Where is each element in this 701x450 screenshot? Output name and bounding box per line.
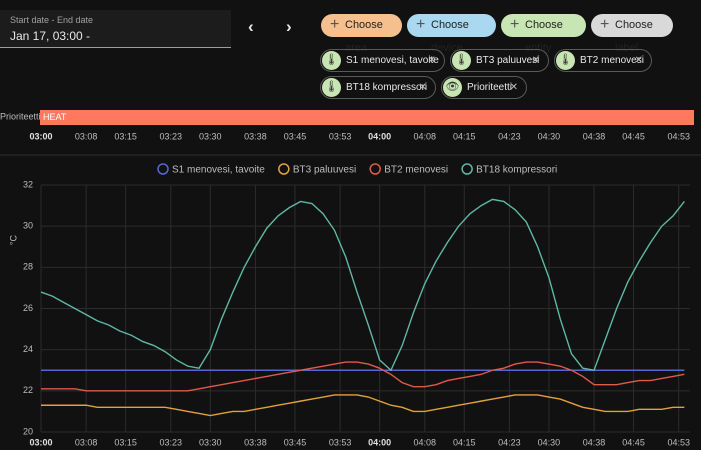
timeline-tick-label: 04:00 [368, 131, 391, 141]
entity-chip[interactable]: 🌡 S1 menovesi, tavoite ✕ [320, 49, 445, 72]
chip-icon: 🌡 [452, 51, 471, 70]
date-picker[interactable]: Start date - End date Jan 17, 03:00 - [0, 10, 231, 48]
timeline-tick-label: 03:08 [75, 131, 98, 141]
chip-remove[interactable]: ✕ [509, 82, 518, 93]
chip-label: BT3 paluuvesi [476, 55, 540, 66]
legend-swatch [369, 163, 381, 175]
choose-area[interactable]: Choose area [321, 13, 402, 54]
timeline-tick-label: 04:23 [498, 131, 521, 141]
choose-entity[interactable]: Choose entity [501, 13, 586, 54]
x-tick-label: 03:38 [244, 437, 267, 447]
timeline-tick-label: 03:15 [114, 131, 137, 141]
x-tick-label: 04:15 [453, 437, 476, 447]
timeline-tick-label: 03:23 [160, 131, 183, 141]
x-tick-label: 04:00 [368, 437, 391, 447]
y-tick-label: 26 [23, 303, 33, 313]
timeline-tick-label: 04:45 [622, 131, 645, 141]
timeline-tick-label: 04:08 [413, 131, 436, 141]
y-tick-label: 22 [23, 385, 33, 395]
timeline-tick-label: 04:15 [453, 131, 476, 141]
legend-label: BT18 kompressori [476, 165, 557, 176]
timeline-tick-label: 03:38 [244, 131, 267, 141]
legend-swatch [157, 163, 169, 175]
chip-icon: 🌡 [556, 51, 575, 70]
series-line [40, 198, 685, 372]
entity-chip[interactable]: 👁 Prioriteetti ✕ [441, 76, 527, 99]
x-tick-label: 04:23 [498, 437, 521, 447]
y-tick-label: 28 [23, 262, 33, 272]
x-tick-label: 04:30 [538, 437, 561, 447]
prev-button[interactable]: ‹ [248, 17, 254, 36]
x-tick-label: 04:38 [583, 437, 606, 447]
chip-icon: 🌡 [322, 78, 341, 97]
x-tick-label: 04:53 [667, 437, 690, 447]
legend-label: BT3 paluuvesi [293, 165, 356, 176]
timeline-tick-label: 04:30 [538, 131, 561, 141]
x-tick-label: 03:15 [114, 437, 137, 447]
timeline-label: Prioriteetti [0, 111, 41, 121]
chip-remove[interactable]: ✕ [634, 55, 643, 66]
entity-chip[interactable]: 🌡 BT3 paluuvesi ✕ [450, 49, 549, 72]
legend-label: BT2 menovesi [384, 165, 448, 176]
x-tick-label: 03:00 [29, 437, 52, 447]
y-tick-label: 24 [23, 344, 33, 354]
timeline-tick-label: 04:38 [583, 131, 606, 141]
timeline-tick-label: 03:30 [199, 131, 222, 141]
chip-remove[interactable]: ✕ [531, 55, 540, 66]
timeline-tick-label: 04:53 [667, 131, 690, 141]
chip-label: Prioriteetti [467, 82, 513, 93]
entity-chip[interactable]: 🌡 BT18 kompressori ✕ [320, 76, 436, 99]
timeline-tick-label: 03:53 [329, 131, 352, 141]
legend-label: S1 menovesi, tavoite [172, 165, 265, 176]
x-tick-label: 03:23 [160, 437, 183, 447]
choose-label[interactable]: Choose label [591, 13, 673, 54]
x-tick-label: 04:45 [622, 437, 645, 447]
legend-swatch [278, 163, 290, 175]
chip-remove[interactable]: ✕ [418, 82, 427, 93]
timeline-bar [40, 110, 694, 125]
x-tick-label: 03:45 [284, 437, 307, 447]
y-axis-label: °C [8, 234, 18, 245]
x-tick-label: 03:08 [75, 437, 98, 447]
legend-swatch [461, 163, 473, 175]
y-tick-label: 30 [23, 221, 33, 231]
timeline-state: HEAT [43, 112, 67, 122]
x-tick-label: 03:30 [199, 437, 222, 447]
chip-remove[interactable]: ✕ [427, 55, 436, 66]
chip-label: BT18 kompressori [346, 82, 428, 93]
series-line [41, 361, 685, 392]
x-tick-label: 03:53 [329, 437, 352, 447]
timeline-tick-label: 03:45 [284, 131, 307, 141]
choose-device[interactable]: Choose device [407, 13, 496, 54]
series-line [41, 394, 685, 417]
y-tick-label: 32 [23, 179, 33, 189]
next-button[interactable]: › [286, 17, 292, 36]
chip-icon: 🌡 [322, 51, 341, 70]
x-tick-label: 04:08 [413, 437, 436, 447]
history-charts: Prioriteetti °C HEAT 03:00 03:08 03:15 03:23… [0, 110, 701, 447]
date-value: Jan 17, 03:00 - [10, 29, 91, 43]
chip-icon: 👁 [443, 78, 462, 97]
chip-label: S1 menovesi, tavoite [346, 55, 439, 66]
y-tick-label: 20 [23, 426, 33, 436]
timeline-tick-label: 03:00 [29, 131, 52, 141]
entity-chip[interactable]: 🌡 BT2 menovesi ✕ [554, 49, 652, 72]
date-label: Start date - End date [10, 15, 94, 25]
chip-label: BT2 menovesi [580, 55, 644, 66]
